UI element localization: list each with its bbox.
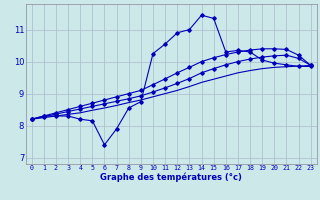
X-axis label: Graphe des températures (°c): Graphe des températures (°c) <box>100 173 242 182</box>
